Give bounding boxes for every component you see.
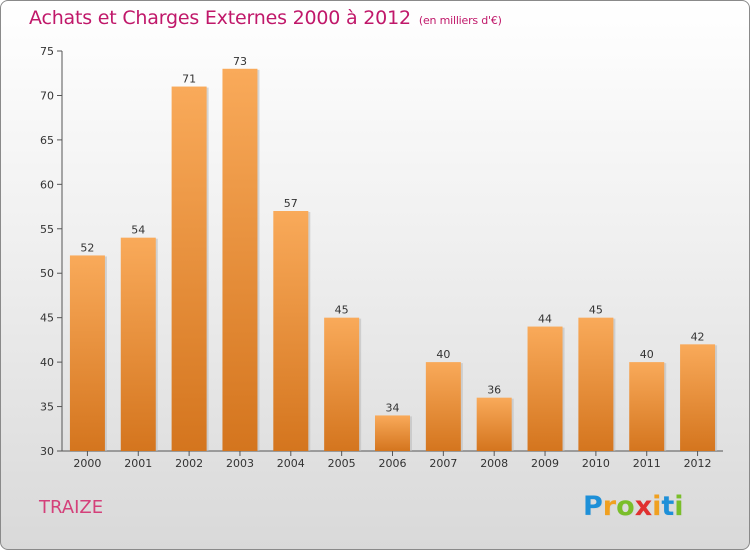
bar-2002[interactable] xyxy=(171,86,207,452)
logo-letter: x xyxy=(634,491,653,522)
value-label: 52 xyxy=(80,241,94,254)
logo-letter: P xyxy=(583,491,603,522)
x-tick-label: 2009 xyxy=(531,457,559,470)
x-tick-label: 2002 xyxy=(175,457,203,470)
y-tick-label: 75 xyxy=(40,45,54,58)
x-tick-label: 2001 xyxy=(124,457,152,470)
bar-2005[interactable] xyxy=(324,317,360,451)
value-label: 40 xyxy=(436,348,450,361)
x-tick-label: 2010 xyxy=(582,457,610,470)
logo-letter: i xyxy=(652,491,662,522)
value-label: 45 xyxy=(589,304,603,317)
bar-2009[interactable] xyxy=(527,326,563,451)
value-label: 34 xyxy=(386,401,400,414)
chart-value-labels: 52 54 71 73 57 45 34 40 36 44 45 40 42 xyxy=(80,55,704,415)
town-name: TRAIZE xyxy=(39,497,104,518)
y-tick-label: 35 xyxy=(40,401,54,414)
bar-2006[interactable] xyxy=(375,415,410,451)
x-tick-label: 2011 xyxy=(633,457,661,470)
value-label: 42 xyxy=(691,330,705,343)
bar-2007[interactable] xyxy=(425,362,461,451)
y-tick-label: 70 xyxy=(40,89,54,102)
value-label: 57 xyxy=(284,197,298,210)
x-tick-label: 2004 xyxy=(277,457,305,470)
chart-bars xyxy=(69,68,718,452)
value-label: 44 xyxy=(538,313,552,326)
value-label: 45 xyxy=(335,304,349,317)
y-tick-label: 45 xyxy=(40,312,54,325)
value-label: 71 xyxy=(182,73,196,86)
logo-letter: o xyxy=(616,491,635,522)
chart-title-text: Achats et Charges Externes 2000 à 2012 xyxy=(29,7,411,29)
logo-letter: t xyxy=(661,491,675,522)
y-tick-label: 55 xyxy=(40,223,54,236)
y-tick-label: 30 xyxy=(40,445,54,458)
y-tick-label: 60 xyxy=(40,178,54,191)
x-tick-label: 2000 xyxy=(73,457,101,470)
bar-2004[interactable] xyxy=(273,211,309,451)
x-tick-label: 2012 xyxy=(684,457,712,470)
value-label: 40 xyxy=(640,348,654,361)
bar-2003[interactable] xyxy=(222,68,258,452)
bar-2008[interactable] xyxy=(476,397,512,451)
x-tick-label: 2006 xyxy=(379,457,407,470)
bar-2001[interactable] xyxy=(120,237,156,451)
y-tick-label: 65 xyxy=(40,134,54,147)
y-tick-label: 40 xyxy=(40,356,54,369)
value-label: 54 xyxy=(131,224,145,237)
y-tick-label: 50 xyxy=(40,267,54,280)
bar-2011[interactable] xyxy=(629,362,665,451)
bar-2000[interactable] xyxy=(69,255,105,451)
chart-unit: (en milliers d'€) xyxy=(418,14,502,27)
x-tick-label: 2003 xyxy=(226,457,254,470)
bar-2012[interactable] xyxy=(680,344,716,451)
x-tick-label: 2007 xyxy=(429,457,457,470)
x-tick-label: 2005 xyxy=(328,457,356,470)
proxiti-logo[interactable]: Proxiti xyxy=(583,491,684,522)
bar-2010[interactable] xyxy=(578,317,614,451)
chart-title: Achats et Charges Externes 2000 à 2012 (e… xyxy=(29,7,502,29)
logo-letter: i xyxy=(674,491,684,522)
value-label: 36 xyxy=(487,384,501,397)
logo-letter: r xyxy=(602,491,617,522)
value-label: 73 xyxy=(233,55,247,68)
x-tick-label: 2008 xyxy=(480,457,508,470)
